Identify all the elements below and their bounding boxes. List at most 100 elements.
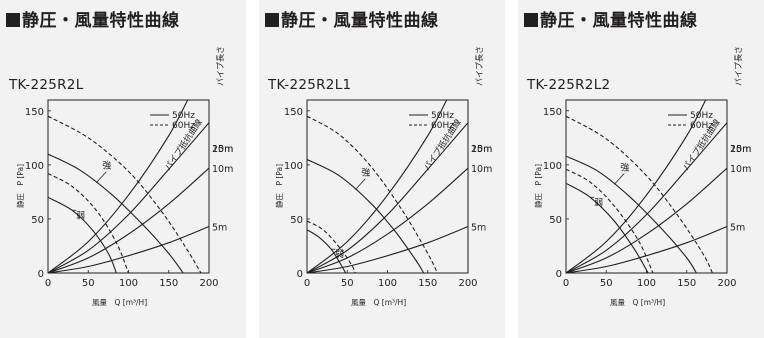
pipe-length-title: パイプ長さ bbox=[734, 46, 743, 86]
x-tick-label: 200 bbox=[717, 278, 736, 289]
x-tick-label: 150 bbox=[418, 278, 437, 289]
legend-50hz-label: 50Hz bbox=[172, 111, 195, 121]
pipe-curve-10m bbox=[48, 167, 209, 273]
strong-label: 強 bbox=[361, 167, 370, 179]
pipe-curve-15m bbox=[566, 122, 727, 273]
pipe-curve-10m bbox=[566, 167, 727, 273]
y-axis-label: 静圧 P [Pa] bbox=[15, 164, 25, 208]
section-title-text: 静圧・風量特性曲線 bbox=[22, 11, 180, 31]
x-axis-label: 風量 Q [m³/H] bbox=[351, 298, 406, 307]
x-tick-label: 0 bbox=[563, 278, 569, 289]
fan-curve bbox=[48, 153, 184, 273]
model-name: TK-225R2L1 bbox=[268, 77, 352, 93]
y-tick-label: 150 bbox=[25, 107, 44, 118]
y-tick-label: 0 bbox=[297, 269, 303, 280]
pipe-length-label: 20m bbox=[730, 144, 751, 155]
y-tick-label: 0 bbox=[38, 269, 44, 280]
pipe-length-label: 15m bbox=[212, 144, 233, 155]
weak-label: 弱 bbox=[594, 197, 603, 208]
pipe-length-label: 5m bbox=[471, 223, 486, 234]
legend-60hz-label: 60Hz bbox=[431, 121, 454, 131]
x-tick-label: 150 bbox=[677, 278, 696, 289]
pipe-curve-10m bbox=[307, 167, 468, 273]
fan-curve bbox=[48, 173, 130, 273]
y-tick-label: 150 bbox=[543, 107, 562, 118]
x-tick-label: 200 bbox=[199, 278, 218, 289]
title-square-icon bbox=[265, 13, 279, 27]
section-title: 静圧・風量特性曲線 bbox=[524, 6, 698, 31]
section-title: 静圧・風量特性曲線 bbox=[6, 6, 180, 31]
x-tick-label: 0 bbox=[45, 278, 51, 289]
model-name: TK-225R2L2 bbox=[527, 77, 611, 93]
pipe-length-label: 20m bbox=[212, 144, 233, 155]
fan-curve bbox=[307, 220, 356, 273]
y-tick-label: 100 bbox=[25, 161, 44, 172]
strong-pointer bbox=[355, 178, 366, 191]
x-tick-label: 100 bbox=[119, 278, 138, 289]
y-tick-label: 100 bbox=[543, 161, 562, 172]
fan-curve bbox=[566, 155, 697, 273]
strong-label: 強 bbox=[102, 160, 111, 172]
pipe-length-label: 15m bbox=[471, 144, 492, 155]
section-title: 静圧・風量特性曲線 bbox=[265, 6, 439, 31]
x-tick-label: 50 bbox=[600, 278, 613, 289]
model-name: TK-225R2L bbox=[9, 77, 84, 93]
y-tick-label: 50 bbox=[290, 215, 303, 226]
section-title-text: 静圧・風量特性曲線 bbox=[540, 11, 698, 31]
chart-plot: 0 50 100 150 200 0 50 100 150 風量 Q [m³/H] 静圧 P [Pa… bbox=[15, 46, 233, 307]
legend-50hz-label: 50Hz bbox=[431, 111, 454, 121]
y-axis-label: 静圧 P [Pa] bbox=[533, 164, 543, 208]
fan-curve bbox=[48, 196, 117, 273]
strong-label: 強 bbox=[620, 161, 629, 173]
pipe-length-label: 10m bbox=[212, 164, 233, 175]
pipe-curve-5m bbox=[48, 225, 209, 273]
pipe-length-label: 10m bbox=[730, 164, 751, 175]
fan-curve bbox=[566, 115, 713, 273]
pipe-length-title: パイプ長さ bbox=[475, 46, 484, 86]
chart-panel-1: 静圧・風量特性曲線 TK-225R2L 0 50 100 150 200 0 50 100 15… bbox=[0, 0, 246, 338]
fan-curve bbox=[307, 115, 438, 273]
pipe-length-label: 15m bbox=[730, 144, 751, 155]
strong-pointer bbox=[96, 171, 107, 183]
fan-curve bbox=[566, 168, 654, 273]
x-tick-label: 100 bbox=[378, 278, 397, 289]
weak-label: 弱 bbox=[76, 210, 85, 221]
y-tick-label: 100 bbox=[284, 161, 303, 172]
pipe-length-label: 5m bbox=[730, 223, 745, 234]
fan-curve bbox=[48, 115, 202, 273]
y-axis-label: 静圧 P [Pa] bbox=[274, 164, 284, 208]
weak-label: 弱 bbox=[335, 249, 344, 260]
title-square-icon bbox=[524, 13, 538, 27]
pipe-length-label: 10m bbox=[471, 164, 492, 175]
x-tick-label: 150 bbox=[159, 278, 178, 289]
y-tick-label: 50 bbox=[549, 215, 562, 226]
chart-panel-3: 静圧・風量特性曲線 TK-225R2L2 0 50 100 150 200 0 50 100 1… bbox=[518, 0, 764, 338]
x-tick-label: 100 bbox=[637, 278, 656, 289]
fan-curve bbox=[307, 159, 425, 273]
x-axis-label: 風量 Q [m³/H] bbox=[92, 298, 147, 307]
y-tick-label: 0 bbox=[556, 269, 562, 280]
pipe-curve-15m bbox=[48, 122, 209, 273]
legend-60hz-label: 60Hz bbox=[690, 121, 713, 131]
x-tick-label: 50 bbox=[341, 278, 354, 289]
y-tick-label: 150 bbox=[284, 107, 303, 118]
chart-plot: 0 50 100 150 200 0 50 100 150 風量 Q [m³/H] 静圧 P [Pa… bbox=[274, 46, 492, 307]
strong-pointer bbox=[614, 173, 625, 185]
pipe-curve-20m bbox=[566, 100, 707, 273]
pipe-curve-5m bbox=[307, 225, 468, 273]
y-tick-label: 50 bbox=[31, 215, 44, 226]
pipe-length-label: 5m bbox=[212, 223, 227, 234]
pipe-length-title: パイプ長さ bbox=[216, 46, 225, 86]
legend-50hz-label: 50Hz bbox=[690, 111, 713, 121]
x-tick-label: 0 bbox=[304, 278, 310, 289]
chart-plot: 0 50 100 150 200 0 50 100 150 風量 Q [m³/H] 静圧 P [Pa… bbox=[533, 46, 751, 307]
title-square-icon bbox=[6, 13, 20, 27]
chart-panel-2: 静圧・風量特性曲線 TK-225R2L1 0 50 100 150 200 0 50 100 1… bbox=[259, 0, 505, 338]
pipe-length-label: 20m bbox=[471, 144, 492, 155]
x-tick-label: 50 bbox=[82, 278, 95, 289]
pipe-curve-5m bbox=[566, 225, 727, 273]
section-title-text: 静圧・風量特性曲線 bbox=[281, 11, 439, 31]
